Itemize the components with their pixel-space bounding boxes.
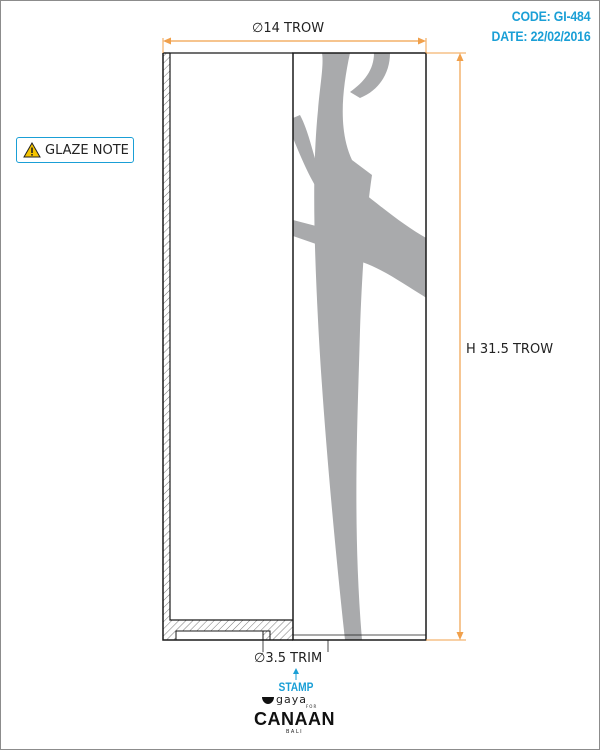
inner-profile-line — [169, 53, 293, 621]
wall-hatch — [163, 53, 170, 640]
diameter-label: ∅14 TROW — [252, 21, 325, 36]
stamp-label: STAMP — [278, 680, 314, 694]
glaze-note-badge[interactable]: GLAZE NOTE — [16, 137, 134, 163]
gaya-canaan-logo: gaya FOR CANAAN BALI — [246, 693, 346, 743]
product-code: CODE: GI-484 — [511, 8, 590, 24]
logo-for-text: FOR — [306, 704, 318, 709]
drawing-date: DATE: 22/02/2016 — [491, 28, 590, 44]
logo-gaya-text: gaya — [276, 693, 307, 706]
logo-bali-text: BALI — [286, 729, 304, 735]
foot-recess — [175, 630, 264, 641]
base-diameter-label: ∅3.5 TRIM — [254, 651, 323, 666]
warning-icon — [23, 142, 41, 158]
glaze-note-label: GLAZE NOTE — [45, 142, 129, 158]
outer-profile-line — [162, 53, 293, 641]
height-dimension — [426, 52, 466, 641]
logo-canaan-text: CANAAN — [254, 709, 335, 729]
body-outline — [292, 52, 427, 641]
diameter-dimension — [162, 37, 427, 53]
base-dimension — [262, 640, 329, 652]
decoration-pattern — [293, 53, 426, 640]
stamp-arrow — [293, 668, 299, 680]
section-view — [162, 52, 293, 641]
height-label: H 31.5 TROW — [466, 342, 554, 357]
bowl-logo-icon — [262, 697, 274, 704]
elevation-view — [292, 52, 427, 641]
